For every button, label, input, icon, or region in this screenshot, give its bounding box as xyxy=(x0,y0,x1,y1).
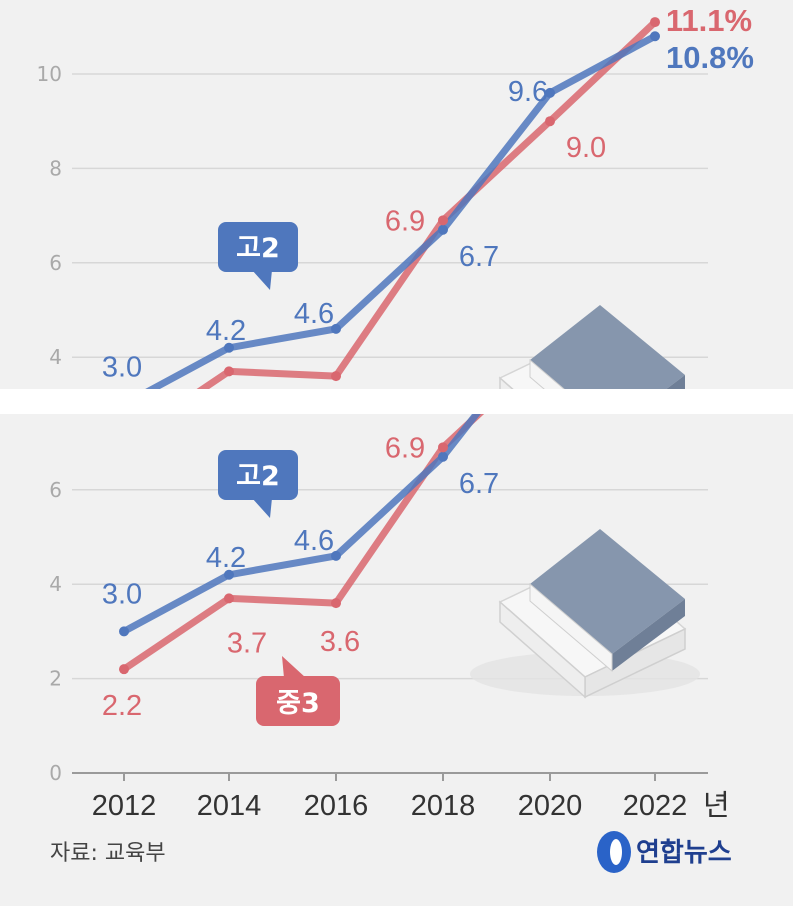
data-point-중3 xyxy=(545,116,555,127)
chart-panel-top: 4 6 8 10 3.0 4.2 4.6 6.7 9.6 10.8% 6.9 9.0 11.1% 고2 xyxy=(0,0,793,389)
data-label: 9.0 xyxy=(566,132,606,164)
y-tick-label: 4 xyxy=(49,572,62,596)
y-tick-label: 2 xyxy=(49,667,62,691)
publisher-logo: 연합뉴스 xyxy=(597,831,732,873)
y-tick-label: 4 xyxy=(49,345,62,369)
x-tick-label: 2020 xyxy=(518,790,583,822)
x-tick-label: 2012 xyxy=(92,790,157,822)
book-top-pages xyxy=(529,582,613,673)
data-point-중3 xyxy=(331,371,341,382)
books-illustration xyxy=(498,305,685,389)
data-point-고2 xyxy=(438,451,448,462)
y-tick-label: 8 xyxy=(49,156,62,180)
data-label: 3.7 xyxy=(227,627,267,659)
y-tick-label: 0 xyxy=(49,761,62,785)
callout-box xyxy=(256,676,340,726)
data-point-고2 xyxy=(438,224,448,235)
data-label: 10.8% xyxy=(666,40,754,75)
data-point-고2 xyxy=(331,550,341,561)
callout-label: 중3 xyxy=(276,688,320,719)
data-label: 6.7 xyxy=(459,468,499,500)
chart-svg-bottom: 0 2 4 6 3.0 4.2 4.6 6.7 2.2 3.7 3.6 6.9 고2 중3 2012 2014… xyxy=(49,414,732,873)
series-line-고2 xyxy=(145,32,659,389)
data-label: 4.6 xyxy=(294,298,334,330)
data-label: 6.9 xyxy=(385,205,425,237)
book-top-spine xyxy=(612,599,685,671)
data-label: 6.7 xyxy=(459,241,499,273)
data-point-고2 xyxy=(331,323,341,334)
callout-label: 고2 xyxy=(236,461,280,492)
series-callout-고2: 고2 xyxy=(218,450,298,518)
chart-svg-top: 4 6 8 10 3.0 4.2 4.6 6.7 9.6 10.8% 6.9 9.0 11.1% 고2 xyxy=(37,3,754,389)
x-tick-label: 2014 xyxy=(197,790,262,822)
series-callout-중3: 중3 xyxy=(256,656,340,726)
y-tick-label: 6 xyxy=(49,251,62,275)
series-line-중3 xyxy=(196,18,659,389)
callout-box xyxy=(218,222,298,272)
book-top-pages xyxy=(529,358,565,389)
series-callout-고2: 고2 xyxy=(218,222,298,290)
data-label: 4.2 xyxy=(206,315,246,347)
callout-tail xyxy=(252,270,272,290)
series-line-중3 xyxy=(120,414,485,673)
data-point-중3 xyxy=(438,442,448,453)
book-bottom-side xyxy=(499,600,586,699)
data-point-고2 xyxy=(224,569,234,580)
books-illustration xyxy=(470,529,700,699)
x-tick-label: 2018 xyxy=(411,790,476,822)
data-point-고2 xyxy=(119,626,129,637)
callout-box xyxy=(218,450,298,500)
data-label: 3.6 xyxy=(320,626,360,658)
data-label: 3.0 xyxy=(102,351,142,383)
panel-divider xyxy=(0,389,793,414)
book-top-cover xyxy=(530,305,685,389)
data-point-고2 xyxy=(224,342,234,353)
callout-tail xyxy=(282,656,306,678)
data-point-중3 xyxy=(119,664,129,675)
y-tick-label: 6 xyxy=(49,478,62,502)
data-point-고2 xyxy=(545,87,555,98)
data-label: 3.0 xyxy=(102,578,142,610)
data-label: 9.6 xyxy=(508,76,548,108)
book-bottom-side xyxy=(499,376,514,389)
chart-panel-bottom: 0 2 4 6 3.0 4.2 4.6 6.7 2.2 3.7 3.6 6.9 고2 중3 2012 2014… xyxy=(0,414,793,906)
data-point-중3 xyxy=(438,215,448,226)
x-tick-label: 2022 xyxy=(623,790,688,822)
data-point-중3 xyxy=(650,17,660,28)
logo-text: 연합뉴스 xyxy=(636,838,732,868)
logo-mark-inner xyxy=(610,839,622,865)
data-point-중3 xyxy=(224,366,234,377)
book-top-cover xyxy=(530,529,685,654)
callout-label: 고2 xyxy=(236,233,280,264)
x-tick-label: 2016 xyxy=(304,790,369,822)
callout-tail xyxy=(252,498,272,518)
data-point-고2 xyxy=(650,31,660,42)
data-label: 4.2 xyxy=(206,542,246,574)
data-label: 2.2 xyxy=(102,690,142,722)
book-top-spine xyxy=(666,375,685,389)
source-note: 자료: 교육부 xyxy=(50,841,166,866)
data-label: 11.1% xyxy=(666,3,752,38)
series-line-고2 xyxy=(120,414,481,635)
data-point-중3 xyxy=(224,593,234,604)
y-tick-label: 10 xyxy=(37,62,62,86)
data-point-중3 xyxy=(331,598,341,609)
data-label: 6.9 xyxy=(385,432,425,464)
x-unit-label: 년 xyxy=(703,790,730,822)
data-label: 4.6 xyxy=(294,525,334,557)
